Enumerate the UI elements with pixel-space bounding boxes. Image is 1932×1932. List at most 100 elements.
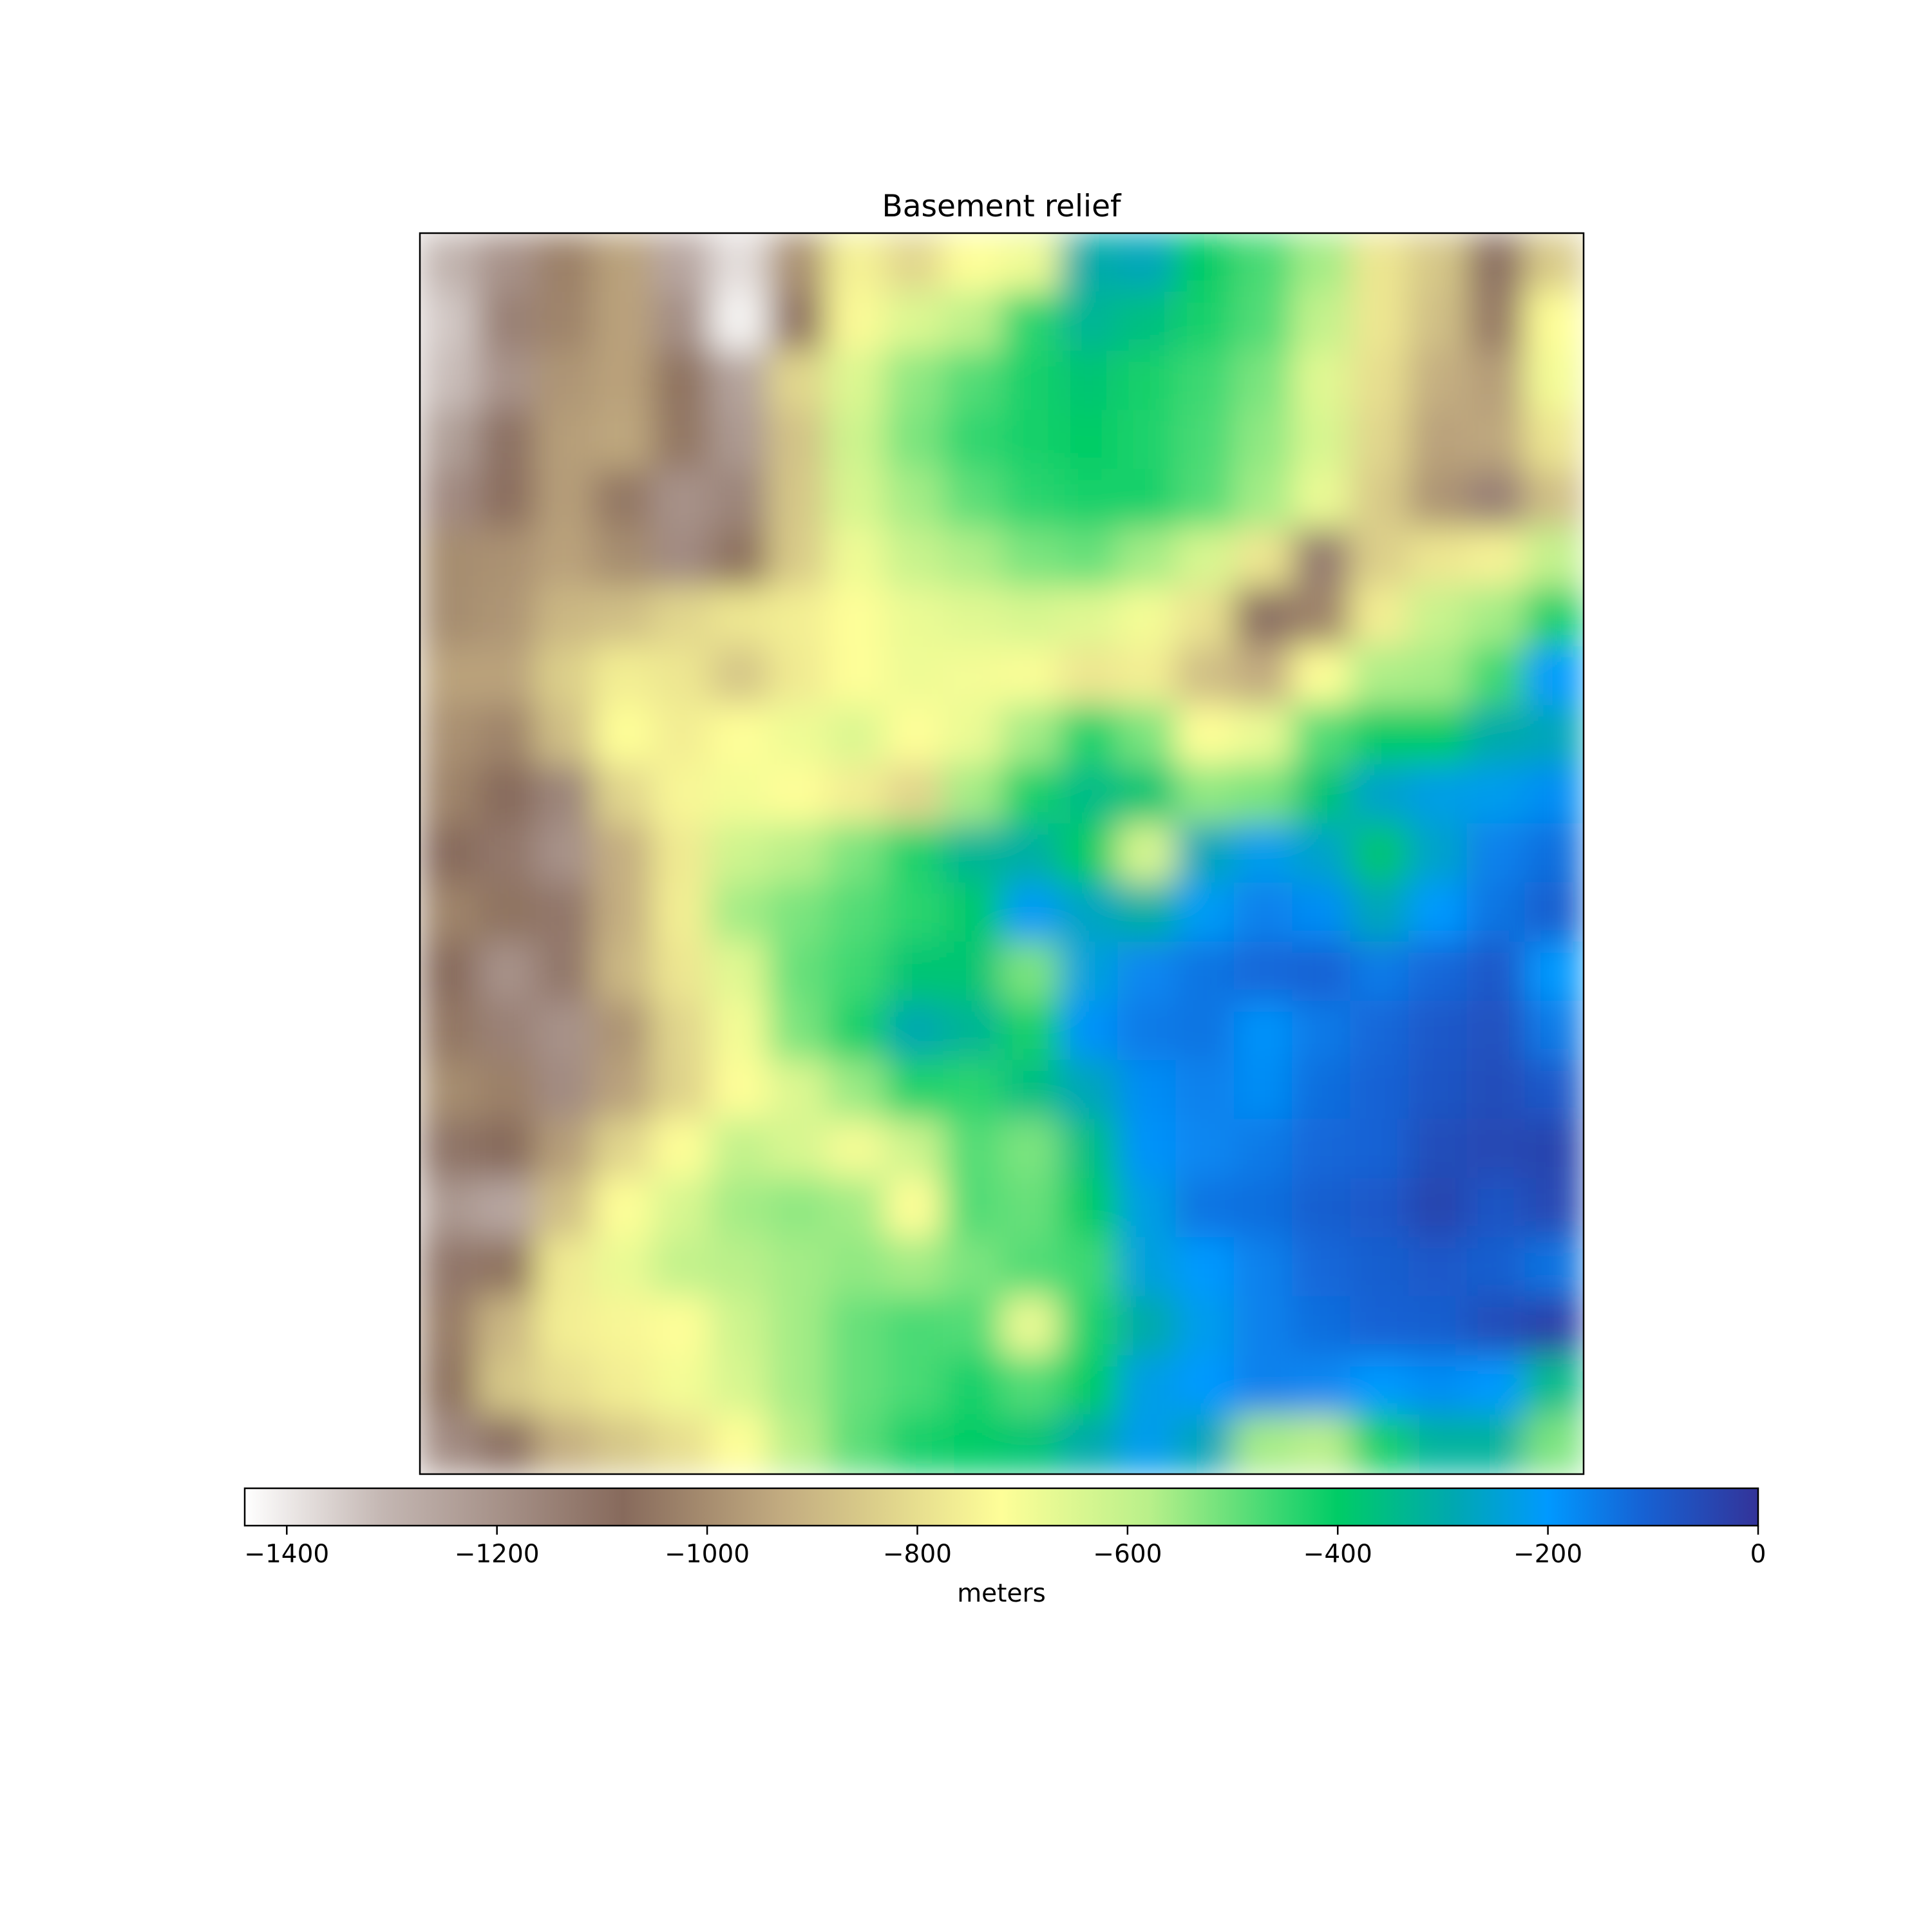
heatmap-cell — [1001, 646, 1061, 706]
heatmap-cell — [826, 587, 886, 648]
heatmap-cell — [1001, 1296, 1061, 1357]
heatmap-cell — [1176, 469, 1235, 529]
heatmap-cell — [477, 1119, 536, 1179]
heatmap-cell — [1525, 882, 1584, 943]
heatmap-cell — [477, 292, 536, 352]
heatmap-cell — [1408, 1178, 1468, 1238]
heatmap-cell — [1059, 528, 1119, 589]
heatmap-cell — [1176, 351, 1235, 412]
heatmap-cell — [1117, 1060, 1177, 1121]
heatmap-cell — [1408, 1356, 1468, 1416]
heatmap-cell — [885, 1060, 944, 1121]
heatmap-cell — [1234, 469, 1293, 529]
heatmap-cell — [1001, 705, 1061, 766]
heatmap-cell — [826, 1178, 886, 1238]
heatmap-cell — [1059, 1237, 1119, 1298]
colorbar-label: meters — [957, 1579, 1046, 1608]
heatmap-cell — [419, 1237, 478, 1298]
heatmap-cell — [1234, 232, 1293, 293]
heatmap-cell — [1350, 882, 1410, 943]
heatmap-cell — [1117, 232, 1177, 293]
heatmap-cell — [477, 764, 536, 825]
heatmap-cell — [768, 587, 828, 648]
heatmap-cell — [1059, 942, 1119, 1002]
heatmap-cell — [594, 882, 653, 943]
heatmap-cell — [652, 410, 711, 470]
heatmap-cell — [826, 528, 886, 589]
heatmap-cell — [768, 764, 828, 825]
heatmap-cell — [419, 646, 478, 706]
heatmap-cell — [943, 646, 1002, 706]
heatmap-cell — [594, 646, 653, 706]
heatmap-cell — [1059, 1356, 1119, 1416]
heatmap-cell — [652, 1356, 711, 1416]
heatmap-cell — [536, 1060, 595, 1121]
heatmap-cell — [1117, 1414, 1177, 1475]
heatmap-cell — [477, 528, 536, 589]
heatmap-cell — [826, 764, 886, 825]
heatmap-cell — [536, 764, 595, 825]
heatmap-cell — [1117, 1001, 1177, 1061]
heatmap-cell — [1525, 1119, 1584, 1179]
heatmap-cell — [1292, 469, 1351, 529]
heatmap-cell — [1234, 528, 1293, 589]
heatmap-cell — [885, 1296, 944, 1357]
heatmap-cell — [1292, 1414, 1351, 1475]
heatmap-cell — [1234, 942, 1293, 1002]
heatmap-cell — [885, 1356, 944, 1416]
heatmap-cell — [1117, 1119, 1177, 1179]
heatmap-cell — [1001, 942, 1061, 1002]
heatmap-cell — [1525, 1060, 1584, 1121]
heatmap-cell — [594, 824, 653, 884]
heatmap-cell — [477, 882, 536, 943]
colorbar-tick-label: −400 — [1303, 1540, 1372, 1569]
heatmap-cell — [652, 528, 711, 589]
heatmap-cell — [1525, 1001, 1584, 1061]
heatmap-cell — [1059, 1296, 1119, 1357]
heatmap-cell — [477, 1296, 536, 1357]
heatmap-cell — [1466, 232, 1526, 293]
heatmap-cell — [1117, 646, 1177, 706]
heatmap-cell — [1234, 410, 1293, 470]
heatmap-cell — [594, 469, 653, 529]
heatmap-cell — [594, 1060, 653, 1121]
heatmap-cell — [943, 1414, 1002, 1475]
heatmap-cell — [943, 1060, 1002, 1121]
heatmap-cell — [1292, 646, 1351, 706]
heatmap-cell — [1292, 824, 1351, 884]
heatmap-cell — [1466, 705, 1526, 766]
heatmap-cell — [1292, 1178, 1351, 1238]
heatmap-cell — [943, 942, 1002, 1002]
heatmap-cell — [594, 942, 653, 1002]
heatmap-cell — [1176, 1060, 1235, 1121]
heatmap-cell — [594, 1001, 653, 1061]
heatmap-cell — [419, 1119, 478, 1179]
heatmap-area — [419, 232, 1584, 1475]
heatmap-cell — [1001, 1001, 1061, 1061]
heatmap-cell — [885, 587, 944, 648]
heatmap-cell — [1234, 1296, 1293, 1357]
heatmap-cell — [1466, 1356, 1526, 1416]
heatmap-cell — [710, 469, 770, 529]
heatmap-cell — [1350, 410, 1410, 470]
heatmap-cell — [1001, 1356, 1061, 1416]
heatmap-cell — [1117, 1356, 1177, 1416]
heatmap-cell — [1525, 469, 1584, 529]
heatmap-cell — [885, 882, 944, 943]
heatmap-cell — [943, 764, 1002, 825]
heatmap-cell — [594, 1237, 653, 1298]
colorbar-gradient-bar — [245, 1488, 1758, 1526]
heatmap-cell — [477, 646, 536, 706]
heatmap-cell — [1001, 410, 1061, 470]
heatmap-cell — [1408, 824, 1468, 884]
heatmap-cell — [1408, 292, 1468, 352]
heatmap-cell — [943, 528, 1002, 589]
heatmap-cell — [1466, 528, 1526, 589]
heatmap-cell — [710, 1237, 770, 1298]
heatmap-cell — [594, 1356, 653, 1416]
heatmap-cell — [536, 1296, 595, 1357]
heatmap-cell — [652, 292, 711, 352]
heatmap-cell — [594, 764, 653, 825]
heatmap-cell — [1292, 942, 1351, 1002]
heatmap-cell — [1176, 705, 1235, 766]
